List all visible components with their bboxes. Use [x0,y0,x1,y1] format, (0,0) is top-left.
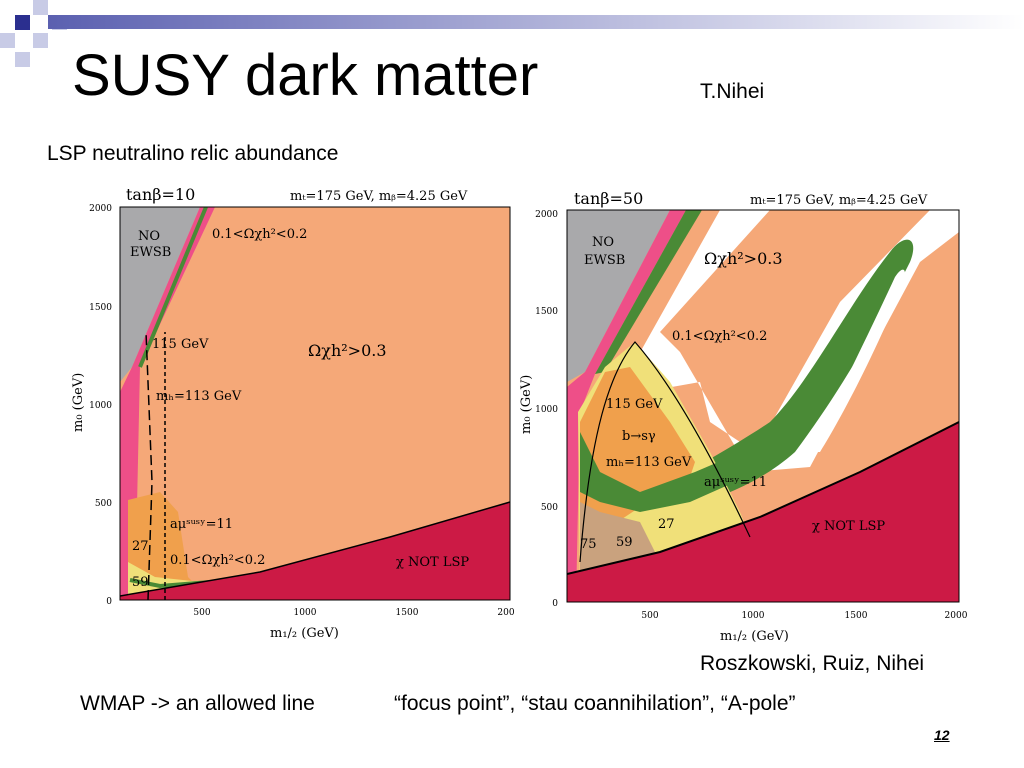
y-axis-label: m₀ (GeV) [71,373,86,432]
chart-tanbeta-50: tanβ=50 mₜ=175 GeV, mᵦ=4.25 GeV 2000 150… [519,189,968,644]
chart-tanbeta-10: tanβ=10 mₜ=175 GeV, mᵦ=4.25 GeV 2000 150… [71,185,515,641]
label-bsg: b→sγ [622,429,656,444]
x-tick-500: 500 [193,608,210,618]
label-amu-75: 75 [580,537,597,552]
y-tick-0: 0 [106,597,112,607]
label-relic-high: Ωχh²>0.3 [704,249,783,268]
region-no-ewsb [120,207,200,382]
slide-author: T.Nihei [700,80,765,103]
header-masses: mₜ=175 GeV, mᵦ=4.25 GeV [290,189,468,204]
region-no-ewsb [567,210,670,382]
region-bsg-tan [580,502,655,582]
label-higgs-113: mₕ=113 GeV [156,389,242,404]
label-higgs-115: 115 GeV [606,397,663,412]
header-masses: mₜ=175 GeV, mᵦ=4.25 GeV [750,193,928,208]
label-higgs-115: 115 GeV [152,337,209,352]
label-amu: aμˢᵘˢʸ=11 [170,517,233,532]
x-tick-1000: 1000 [294,608,317,618]
higgs-115-curve [579,341,751,563]
y-tick-0: 0 [552,599,558,609]
label-ewsb: EWSB [130,245,171,260]
title-gradient-bar [48,15,1024,29]
higgs-113-curve [145,331,153,600]
label-relic-high: Ωχh²>0.3 [308,341,387,360]
label-relic-band-top: 0.1<Ωχh²<0.2 [212,227,307,242]
label-amu-27: 27 [132,539,149,554]
label-relic-band: 0.1<Ωχh²<0.2 [672,329,767,344]
y-tick-500: 500 [541,503,558,513]
label-not-lsp: χ NOT LSP [396,555,469,570]
corner-square-light-2 [0,33,15,48]
wmap-note: WMAP -> an allowed line [80,692,315,715]
x-axis-label: m₁/₂ (GeV) [720,629,789,644]
label-no: NO [592,235,614,250]
plot-frame [119,206,511,601]
label-no: NO [138,229,160,244]
slide-title: SUSY dark matter [72,43,539,108]
slide-subtitle: LSP neutralino relic abundance [47,142,339,165]
label-amu-27: 27 [658,517,675,532]
corner-square-dark-1 [15,15,30,30]
y-tick-2000: 2000 [535,210,558,220]
y-axis-label: m₀ (GeV) [519,375,534,434]
y-tick-1500: 1500 [89,303,112,313]
region-relic-band-upper [595,210,702,374]
y-tick-1000: 1000 [535,405,558,415]
not-lsp-edge [120,501,510,597]
header-tanbeta: tanβ=10 [126,185,195,204]
label-not-lsp: χ NOT LSP [812,519,885,534]
label-ewsb: EWSB [584,253,625,268]
plot-frame [566,209,960,603]
regions-note: “focus point”, “stau coannihilation”, “A… [394,692,796,715]
x-tick-500: 500 [641,611,658,621]
not-lsp-edge [567,421,959,575]
figure-credit: Roszkowski, Ruiz, Nihei [700,652,925,675]
label-relic-band-bottom: 0.1<Ωχh²<0.2 [170,553,265,568]
corner-square-light-3 [33,33,48,48]
region-funnel-hole [810,269,906,452]
label-higgs-113: mₕ=113 GeV [606,455,692,470]
header-tanbeta: tanβ=50 [574,189,643,208]
y-tick-1000: 1000 [89,401,112,411]
x-tick-1500: 1500 [396,608,419,618]
x-axis-label: m₁/₂ (GeV) [270,626,339,641]
corner-square-light-5 [15,52,30,67]
relic-band-upper [138,207,208,368]
x-tick-2000: 200 [497,608,514,618]
x-tick-1000: 1000 [742,611,765,621]
region-amu [128,492,210,600]
label-amu-59: 59 [616,535,633,550]
corner-square-light-1 [33,0,48,15]
x-tick-1500: 1500 [845,611,868,621]
x-tick-2000: 2000 [945,611,968,621]
region-not-lsp [120,502,510,600]
label-amu-59: 59 [132,575,149,590]
label-amu: aμˢᵘˢʸ=11 [704,475,767,490]
y-tick-2000: 2000 [89,204,112,214]
y-tick-1500: 1500 [535,307,558,317]
region-not-lsp [567,422,959,602]
y-tick-500: 500 [95,499,112,509]
page-number: 12 [934,727,950,743]
region-relic-band-green-low [580,432,735,512]
